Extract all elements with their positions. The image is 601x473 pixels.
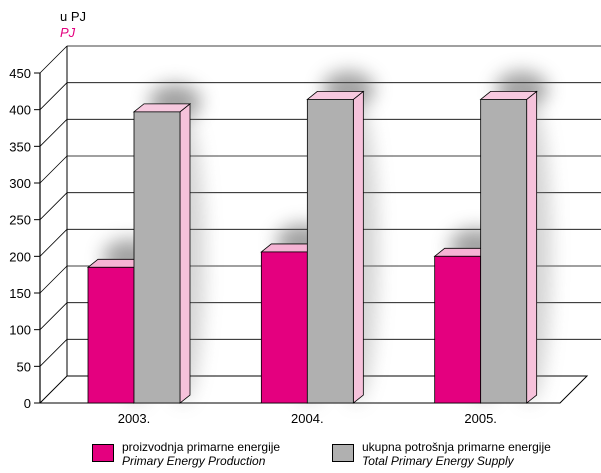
y-tick-label: 350 [9,139,31,154]
legend-label-production-en: Primary Energy Production [122,454,266,468]
bar-top [132,103,192,113]
bar [306,99,354,404]
y-tick-label: 200 [9,249,31,264]
y-tick-label: 450 [9,66,31,81]
y-tick-label: 300 [9,176,31,191]
gridline-diagonal [39,229,68,257]
bars [86,90,538,404]
legend-label-supply: ukupna potrošnja primarne energije [362,440,551,454]
bar-top [306,91,365,100]
y-tick-label: 150 [9,286,31,301]
legend-label-supply-en: Total Primary Energy Supply [362,454,514,468]
gridline-diagonal [39,119,68,147]
bar-side [526,90,538,404]
x-tick-label: 2003. [118,411,151,426]
bar [260,251,308,404]
x-tick-label: 2005. [464,411,497,426]
x-tick-label: 2004. [291,411,324,426]
gridline-diagonal [39,45,68,74]
gridline-diagonal [39,302,68,330]
y-tick-label: 50 [17,359,31,374]
gridline-diagonal [39,82,68,110]
y-tick-label: 100 [9,323,31,338]
y-unit-label: u PJ [60,9,87,24]
tick-labels: 0 50 100 150 200 250 300 350 400 450 2003. 2004. 200… [9,66,497,426]
legend-swatch-supply [332,444,354,462]
y-tick-label: 400 [9,103,31,118]
legend-label-production: proizvodnja primarne energije [122,440,281,454]
gridline-diagonal [39,192,68,220]
bar [480,99,528,404]
gridline-diagonal [39,155,68,184]
y-tick-label: 0 [24,396,31,411]
y-tick-label: 250 [9,213,31,228]
bar [133,111,181,404]
bar-side [352,90,364,404]
bar-top [479,91,538,100]
legend-swatch-production [92,444,114,462]
bar-side [179,103,191,404]
y-unit-label-en: PJ [60,25,76,40]
gridline-diagonal [39,339,68,367]
gridline-diagonal [39,265,68,294]
bar [434,255,482,404]
bar [87,266,135,404]
